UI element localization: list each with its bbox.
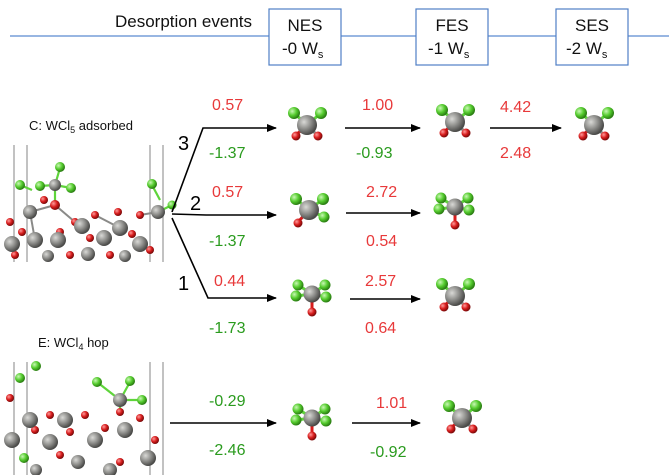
panel-e-label: E: WCl4 hop bbox=[38, 335, 109, 352]
header: Desorption events NES -0 Ws FES -1 Ws SE… bbox=[10, 8, 669, 66]
row2-nes-bottom: -1.37 bbox=[209, 233, 246, 250]
row3-molecule-ses bbox=[573, 105, 616, 142]
row1-fes-top: 2.57 bbox=[365, 273, 396, 290]
box-ses-name: SES bbox=[575, 16, 609, 35]
row3-nes-bottom: -1.37 bbox=[209, 145, 246, 162]
box-fes-name: FES bbox=[435, 16, 468, 35]
row3-molecule-fes bbox=[434, 102, 477, 139]
box-nes-name: NES bbox=[288, 16, 323, 35]
box-fes-sub: s bbox=[464, 49, 470, 61]
row2-molecule-nes bbox=[288, 191, 331, 229]
box-ses: SES -2 Ws bbox=[555, 8, 629, 66]
box-ses-energy: -2 W bbox=[566, 39, 602, 58]
svg-text:-2 Ws: -2 Ws bbox=[566, 39, 608, 61]
row1-fes-bottom: 0.64 bbox=[365, 320, 396, 337]
row2-fes-bottom: 0.54 bbox=[366, 233, 397, 250]
row-e-fes-bottom: -0.92 bbox=[370, 444, 407, 461]
branch-number-1: 1 bbox=[178, 273, 189, 295]
panel-c-label: C: WCl5 adsorbed bbox=[29, 118, 133, 135]
header-title: Desorption events bbox=[115, 12, 252, 31]
row-e-molecule-nes bbox=[289, 402, 333, 442]
row3-ses-bottom: 2.48 bbox=[500, 145, 531, 162]
box-nes-sub: s bbox=[318, 49, 324, 61]
branch-lines bbox=[171, 124, 277, 302]
row1-molecule-nes bbox=[289, 278, 333, 318]
box-nes: NES -0 Ws bbox=[268, 8, 342, 66]
branch-arrow-1 bbox=[171, 217, 277, 302]
surface-slab-c bbox=[4, 145, 177, 262]
row1-nes-top: 0.44 bbox=[214, 273, 245, 290]
row2-nes-top: 0.57 bbox=[212, 184, 243, 201]
branch-number-3: 3 bbox=[178, 133, 189, 155]
row-e-nes-top: -0.29 bbox=[209, 393, 246, 410]
svg-text:-0 Ws: -0 Ws bbox=[282, 39, 324, 61]
box-ses-sub: s bbox=[602, 49, 608, 61]
row2-fes-top: 2.72 bbox=[366, 184, 397, 201]
surface-slab-e bbox=[4, 361, 164, 475]
row3-ses-top: 4.42 bbox=[500, 99, 531, 116]
branch-arrow-3 bbox=[171, 124, 277, 213]
row3-fes-bottom: -0.93 bbox=[356, 145, 393, 162]
row2-molecule-fes bbox=[432, 191, 476, 231]
row-e-molecule-fes bbox=[441, 398, 484, 435]
row-e-nes-bottom: -2.46 bbox=[209, 442, 246, 459]
row3-fes-top: 1.00 bbox=[362, 97, 393, 114]
svg-text:-1 Ws: -1 Ws bbox=[428, 39, 470, 61]
row-e-fes-top: 1.01 bbox=[376, 395, 407, 412]
box-fes: FES -1 Ws bbox=[415, 8, 489, 66]
row3-nes-top: 0.57 bbox=[212, 97, 243, 114]
box-fes-energy: -1 W bbox=[428, 39, 464, 58]
branch-arrow-2 bbox=[171, 211, 277, 219]
row3-molecule-nes bbox=[286, 105, 329, 142]
box-nes-energy: -0 W bbox=[282, 39, 318, 58]
row1-molecule-fes bbox=[434, 276, 477, 313]
branch-number-2: 2 bbox=[190, 193, 201, 215]
row1-nes-bottom: -1.73 bbox=[209, 320, 246, 337]
